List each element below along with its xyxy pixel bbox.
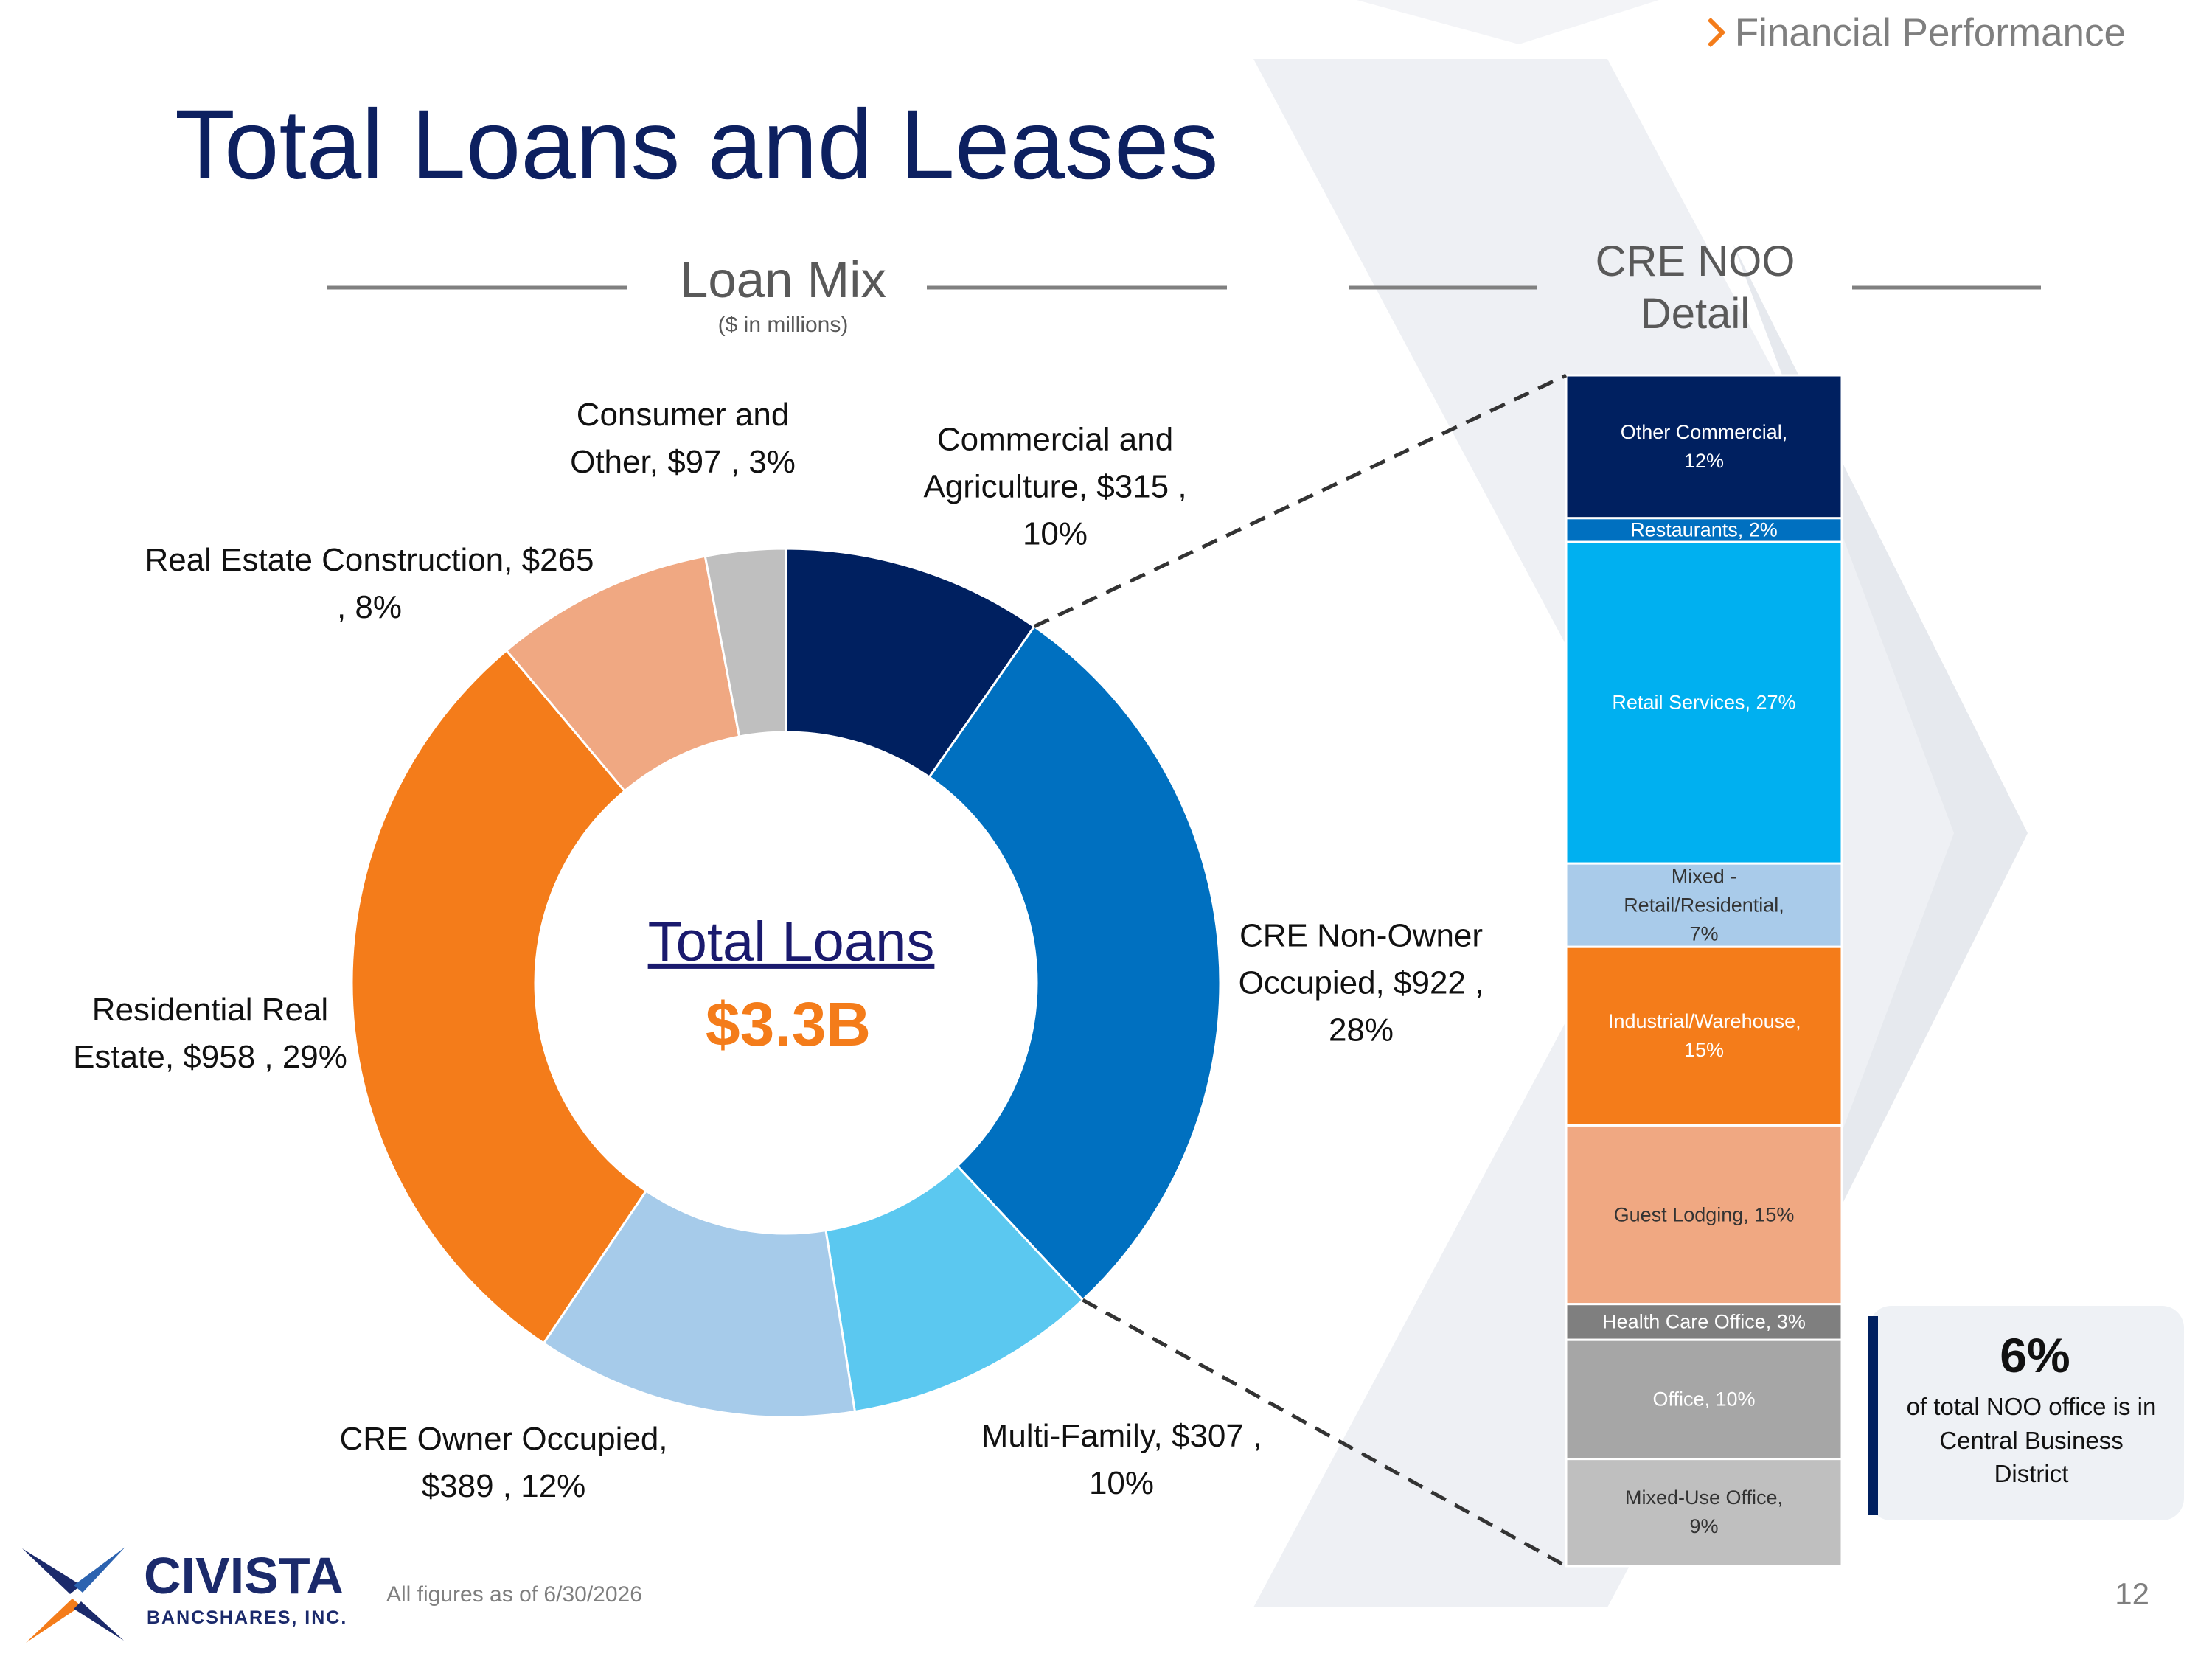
segment-label: Industrial/Warehouse, 15% [1608,1007,1801,1065]
slice-value-label: $389 , 12% [421,1468,586,1504]
connector [1082,1298,1568,1568]
slice-category: Multi-Family, [981,1418,1163,1455]
logo-name: CIVISTA [144,1547,344,1604]
bar-segment [1565,374,1843,520]
segment-label: Mixed-Use Office, 9% [1608,1484,1800,1541]
center-value: $3.3B [705,990,872,1060]
logo-mark [22,1547,125,1643]
bg-shape [1357,0,1659,44]
donut-slice [703,547,787,738]
segment-name: Mixed-Use Office, [1624,1486,1784,1509]
slice-category: CRE Owner Occupied, [339,1421,668,1458]
segment-label: Retail Services, 27% [1608,689,1800,717]
chart-title: CRE NOO Detail [1595,237,1795,338]
logo-subtitle: BANCSHARES, INC. [147,1607,348,1628]
segment-value-label: 3% [1776,1310,1806,1333]
donut-slice [928,625,1222,1302]
section-chevron [1707,17,1726,48]
bar-segment [1565,1303,1843,1341]
footnote: All figures as of 6/30/2026 [386,1582,642,1607]
slice-label: Residential Real Estate, $958 , 29% [70,987,350,1081]
bar-segment [1565,862,1843,948]
center-label: Total Loans [647,910,935,973]
connector [1033,373,1568,628]
segment-name: Retail Services, [1612,691,1750,714]
segment-name: Guest Lodging, [1613,1203,1749,1225]
donut-slice [542,1189,857,1419]
segment-name: Office, [1652,1388,1710,1411]
bar-segment [1565,540,1843,865]
slice-label: Commercial and Agriculture, $315 , 10% [893,416,1217,557]
segment-value-label: 27% [1756,691,1796,714]
slice-category: Consumer and Other, [570,397,790,480]
callout-bar [1868,1316,1878,1515]
slice-label: Consumer and Other, $97 , 3% [539,392,827,486]
segment-value-label: 7% [1689,922,1719,945]
slice-value-label: $315 , 10% [1022,468,1187,552]
segment-value-label: 9% [1689,1515,1719,1538]
segment-name: Restaurants, [1630,518,1744,541]
segment-label: Office, 10% [1608,1385,1800,1413]
section-label: Financial Performance [1734,11,2126,55]
segment-name: Health Care Office, [1602,1310,1772,1333]
slice-label: CRE Owner Occupied, $389 , 12% [319,1416,688,1510]
slice-category: Commercial and Agriculture, [923,421,1174,505]
slice-value-label: $265 , 8% [336,542,594,625]
slice-value-label: $97 , 3% [667,444,796,480]
chart-title: Loan Mix [680,251,886,308]
bar-segment [1565,1124,1843,1306]
slice-label: Real Estate Construction, $265 , 8% [141,537,598,631]
slice-label: CRE Non-Owner Occupied, $922 , 28% [1206,912,1516,1053]
segment-name: Other Commercial, [1620,420,1788,443]
segment-name: Mixed - Retail/Residential, [1624,864,1784,917]
slice-value-label: $922 , 28% [1328,964,1484,1048]
bar-segment [1565,1458,1843,1568]
segment-value-label: 10% [1715,1388,1756,1411]
slice-category: Residential Real Estate, [73,992,329,1075]
slice-value-label: $958 , 29% [183,1039,347,1075]
callout-text: of total NOO office is in Central Busine… [1906,1393,2157,1488]
segment-value-label: 12% [1683,449,1725,472]
segment-value-label: 15% [1754,1203,1795,1225]
segment-label: Guest Lodging, 15% [1608,1200,1800,1229]
callout-box [1869,1306,2184,1520]
bar-segment [1565,945,1843,1127]
callout-value: 6% [2000,1328,2070,1382]
bar-segment [1565,1338,1843,1461]
slice-value-label: $307 , 10% [1088,1418,1262,1501]
slice-category: Real Estate Construction, [145,542,513,579]
segment-label: Other Commercial, 12% [1608,418,1800,476]
chart-subtitle: ($ in millions) [717,313,849,337]
segment-value-label: 2% [1748,518,1778,541]
segment-name: Industrial/Warehouse, [1608,1010,1801,1033]
slice-category: CRE Non-Owner Occupied, [1238,917,1484,1001]
charts [350,373,1843,1568]
segment-value-label: 15% [1683,1039,1725,1062]
page-number: 12 [2115,1576,2149,1611]
segment-label: Health Care Office, 3% [1568,1307,1840,1336]
segment-label: Restaurants, 2% [1568,515,1840,544]
slice-label: Multi-Family, $307 , 10% [945,1413,1298,1507]
bg-chevron-2 [1733,243,2028,1423]
donut-slice [350,649,648,1345]
segment-label: Mixed - Retail/Residential, 7% [1608,862,1800,948]
slide-title: Total Loans and Leases [175,90,1219,200]
